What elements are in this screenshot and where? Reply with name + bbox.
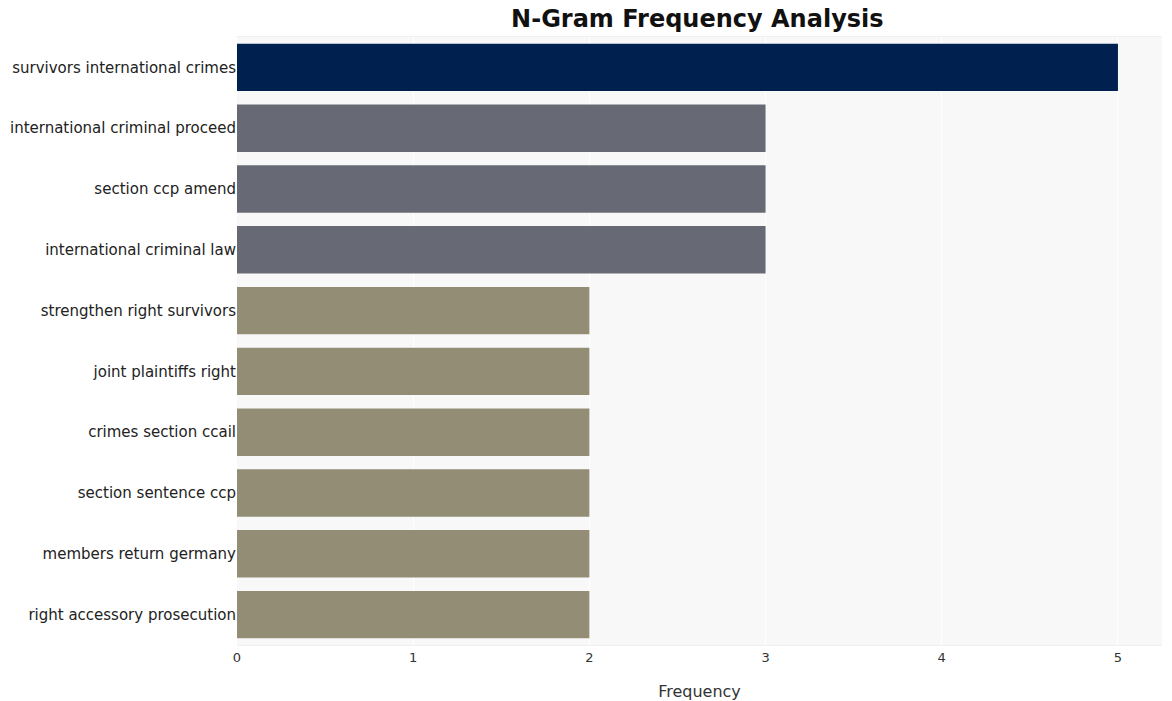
svg-text:Frequency: Frequency <box>658 682 741 701</box>
svg-text:3: 3 <box>761 650 769 665</box>
svg-text:international criminal law: international criminal law <box>45 241 236 259</box>
svg-text:section ccp amend: section ccp amend <box>94 180 236 198</box>
svg-text:N-Gram Frequency Analysis: N-Gram Frequency Analysis <box>511 5 884 33</box>
svg-text:members return germany: members return germany <box>43 545 237 563</box>
svg-text:2: 2 <box>585 650 593 665</box>
svg-text:0: 0 <box>233 650 241 665</box>
svg-text:4: 4 <box>938 650 946 665</box>
svg-text:international criminal proceed: international criminal proceed <box>10 119 236 137</box>
svg-text:survivors international crimes: survivors international crimes <box>12 59 236 77</box>
svg-text:1: 1 <box>409 650 417 665</box>
svg-text:right accessory prosecution: right accessory prosecution <box>28 606 236 624</box>
svg-text:5: 5 <box>1114 650 1122 665</box>
svg-text:crimes section ccail: crimes section ccail <box>88 423 236 441</box>
svg-text:joint plaintiffs right: joint plaintiffs right <box>93 363 237 381</box>
svg-text:strengthen right survivors: strengthen right survivors <box>41 302 236 320</box>
svg-text:section sentence ccp: section sentence ccp <box>78 484 236 502</box>
